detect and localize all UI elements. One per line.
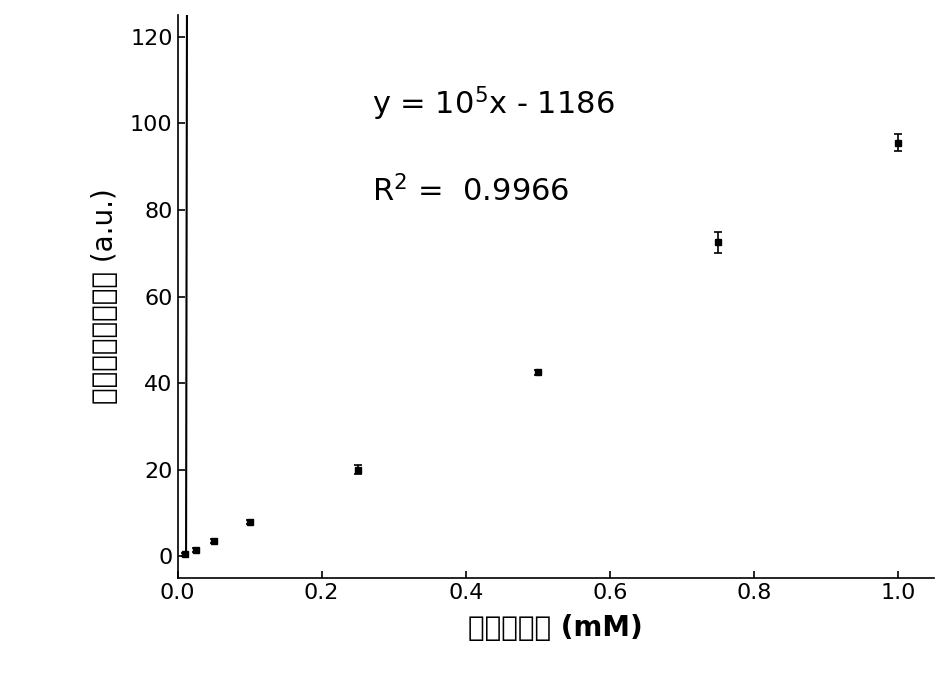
Y-axis label: 相对化学发光强度 (a.u.): 相对化学发光强度 (a.u.) — [91, 189, 119, 405]
Text: y = 10$^5$x - 1186: y = 10$^5$x - 1186 — [372, 85, 615, 123]
X-axis label: 葫葡糖浓度 (mM): 葫葡糖浓度 (mM) — [469, 614, 643, 642]
Text: R$^2$ =  0.9966: R$^2$ = 0.9966 — [372, 175, 569, 208]
